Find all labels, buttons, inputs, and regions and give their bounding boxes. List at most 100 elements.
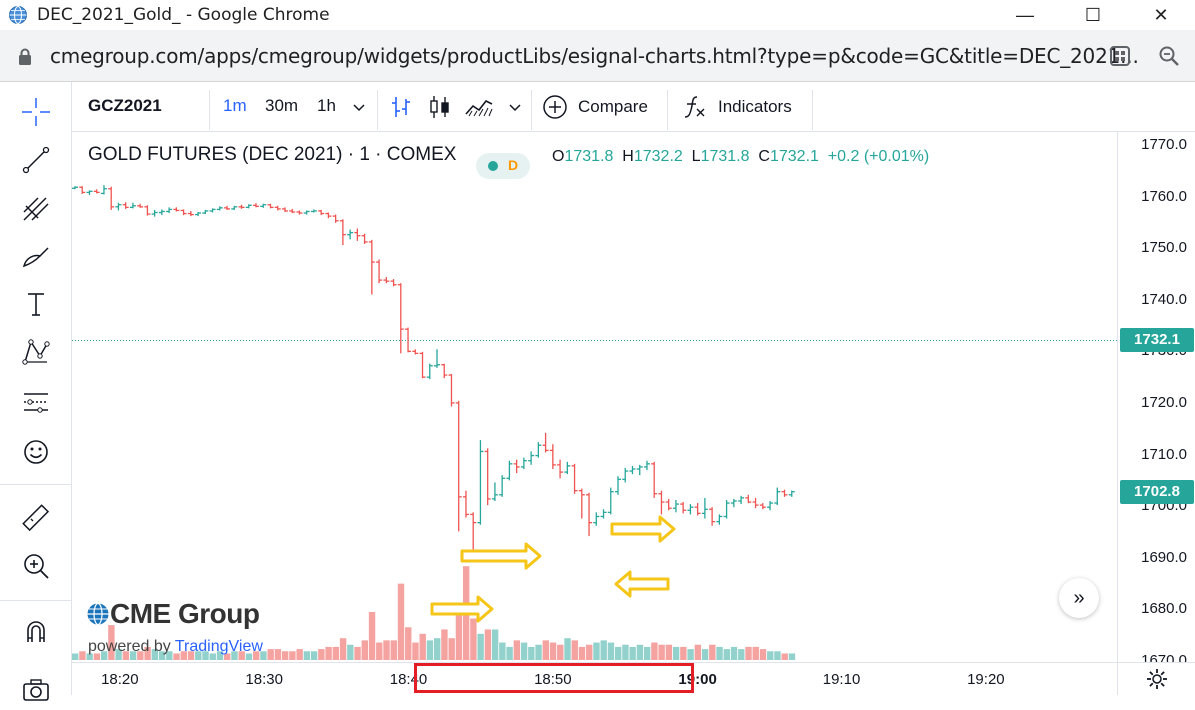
double-chevron-right-icon: » xyxy=(1073,586,1085,609)
compare-button[interactable]: Compare xyxy=(542,92,648,122)
highlight-box xyxy=(414,663,694,693)
chevron-down-icon[interactable] xyxy=(352,100,366,114)
volume-bar xyxy=(665,644,673,660)
volume-bar xyxy=(586,644,593,660)
ohlc-bar xyxy=(129,202,136,209)
trend-line-tool[interactable] xyxy=(14,140,58,180)
app-grid-icon[interactable] xyxy=(1108,44,1132,68)
scroll-to-realtime-button[interactable]: » xyxy=(1059,578,1099,618)
ohlc-bar xyxy=(216,206,223,211)
powered-by[interactable]: powered by TradingView xyxy=(88,638,263,656)
volume-bar xyxy=(173,653,180,660)
timeframe-1h[interactable]: 1h xyxy=(317,96,336,115)
close-button[interactable]: ✕ xyxy=(1131,0,1191,30)
chevron-down-icon[interactable] xyxy=(508,100,522,114)
maximize-button[interactable]: ☐ xyxy=(1063,0,1123,30)
prediction-tool[interactable] xyxy=(14,382,58,422)
instrument-name: GOLD FUTURES (DEC 2021) · 1 · COMEX xyxy=(88,144,457,165)
minimize-icon: — xyxy=(1016,4,1034,25)
trend-line-icon xyxy=(22,146,50,174)
ohlc-bar xyxy=(115,202,122,211)
crosshair-tool[interactable] xyxy=(14,92,58,132)
area-icon[interactable] xyxy=(464,94,494,120)
camera-icon xyxy=(23,679,49,701)
ohlc-bar xyxy=(281,207,288,212)
ohlc-bar xyxy=(325,212,332,219)
ohlc-bar xyxy=(564,461,571,475)
volume-bar xyxy=(310,651,318,660)
volume-bar xyxy=(253,651,260,660)
close-label: C xyxy=(758,148,770,165)
ohlc-bar xyxy=(643,460,650,471)
ohlc-bar xyxy=(687,504,694,515)
tradingview-link[interactable]: TradingView xyxy=(174,638,263,655)
ohlc-bar xyxy=(477,440,484,525)
ruler-icon xyxy=(22,504,50,532)
ohlc-bar xyxy=(629,465,636,475)
volume-bar xyxy=(694,644,702,660)
minimize-button[interactable]: — xyxy=(995,0,1055,30)
window-titlebar: DEC_2021_Gold_ - Google Chrome — ☐ ✕ xyxy=(0,0,1195,30)
volume-bar xyxy=(137,651,144,660)
volume-bar xyxy=(361,640,368,660)
volume-bar xyxy=(267,649,274,660)
volume-bar xyxy=(426,640,434,660)
symbol-search[interactable]: GCZ2021 xyxy=(88,96,162,115)
ohlc-bar xyxy=(586,492,593,537)
ohlc-bar xyxy=(296,210,303,215)
zoom-in-tool[interactable] xyxy=(14,546,58,586)
volume-bar xyxy=(224,653,231,660)
volume-bar xyxy=(180,651,187,660)
fib-tool[interactable] xyxy=(14,188,58,228)
ohlc-bar xyxy=(506,460,513,481)
ohlc-bar xyxy=(144,205,151,216)
ohlc-bar xyxy=(361,233,368,244)
timeframe-1m[interactable]: 1m xyxy=(223,96,247,115)
text-tool[interactable] xyxy=(14,284,58,324)
volume-bar xyxy=(245,653,253,660)
pattern-tool[interactable] xyxy=(14,332,58,372)
ohlc-bar xyxy=(108,186,115,210)
zoom-icon[interactable] xyxy=(1157,44,1181,68)
ohlc-bar xyxy=(578,488,585,519)
magnet-tool[interactable] xyxy=(14,612,58,652)
cme-logo: CME Group xyxy=(86,598,260,630)
price-tick-label: 1760.0 xyxy=(1141,187,1187,205)
volume-bar xyxy=(600,640,607,660)
ohlc-bar xyxy=(158,209,165,216)
ohlc-bar xyxy=(202,209,209,215)
ohlc-bar xyxy=(332,214,339,223)
chart-settings[interactable] xyxy=(1117,662,1195,695)
ohlc-bar xyxy=(368,239,375,295)
emoji-tool[interactable] xyxy=(14,432,58,472)
low-label: L xyxy=(691,148,701,165)
url-field[interactable]: cmegroup.com/apps/cmegroup/widgets/produ… xyxy=(50,44,1139,68)
time-axis[interactable]: 18:20 18:30 18:40 18:50 19:00 19:10 19:20 xyxy=(72,662,1117,695)
screenshot-tool[interactable] xyxy=(14,670,58,710)
ohlc-bar xyxy=(593,512,600,526)
timeframe-30m[interactable]: 30m xyxy=(265,96,299,115)
brush-tool[interactable] xyxy=(14,236,58,276)
chart-pane[interactable]: GOLD FUTURES (DEC 2021) · 1 · COMEX D O1… xyxy=(72,132,1117,662)
volume-bar xyxy=(405,627,412,660)
market-status-badge[interactable]: D xyxy=(476,153,530,179)
bars-icon[interactable] xyxy=(388,94,414,120)
lock-icon[interactable] xyxy=(18,48,32,66)
cme-logo-text: CME Group xyxy=(110,598,260,629)
volume-bar xyxy=(687,649,694,660)
volume-bar xyxy=(274,649,282,660)
price-axis[interactable]: 1770.01760.01750.01740.01730.01720.01710… xyxy=(1117,132,1195,669)
volume-bar xyxy=(759,649,767,660)
volume-bar xyxy=(499,642,506,660)
indicators-button[interactable]: Indicators xyxy=(682,92,792,122)
volume-bar xyxy=(470,618,477,660)
volume-bar xyxy=(151,649,159,660)
volume-bar xyxy=(578,646,586,660)
candles-icon[interactable] xyxy=(426,94,452,120)
change-value: +0.2 (+0.01%) xyxy=(827,148,930,165)
ohlc-bar xyxy=(390,279,397,287)
ohlc-bar xyxy=(622,467,629,483)
measure-tool[interactable] xyxy=(14,498,58,538)
price-chart[interactable] xyxy=(72,132,1117,662)
toolbar-divider xyxy=(0,484,72,485)
